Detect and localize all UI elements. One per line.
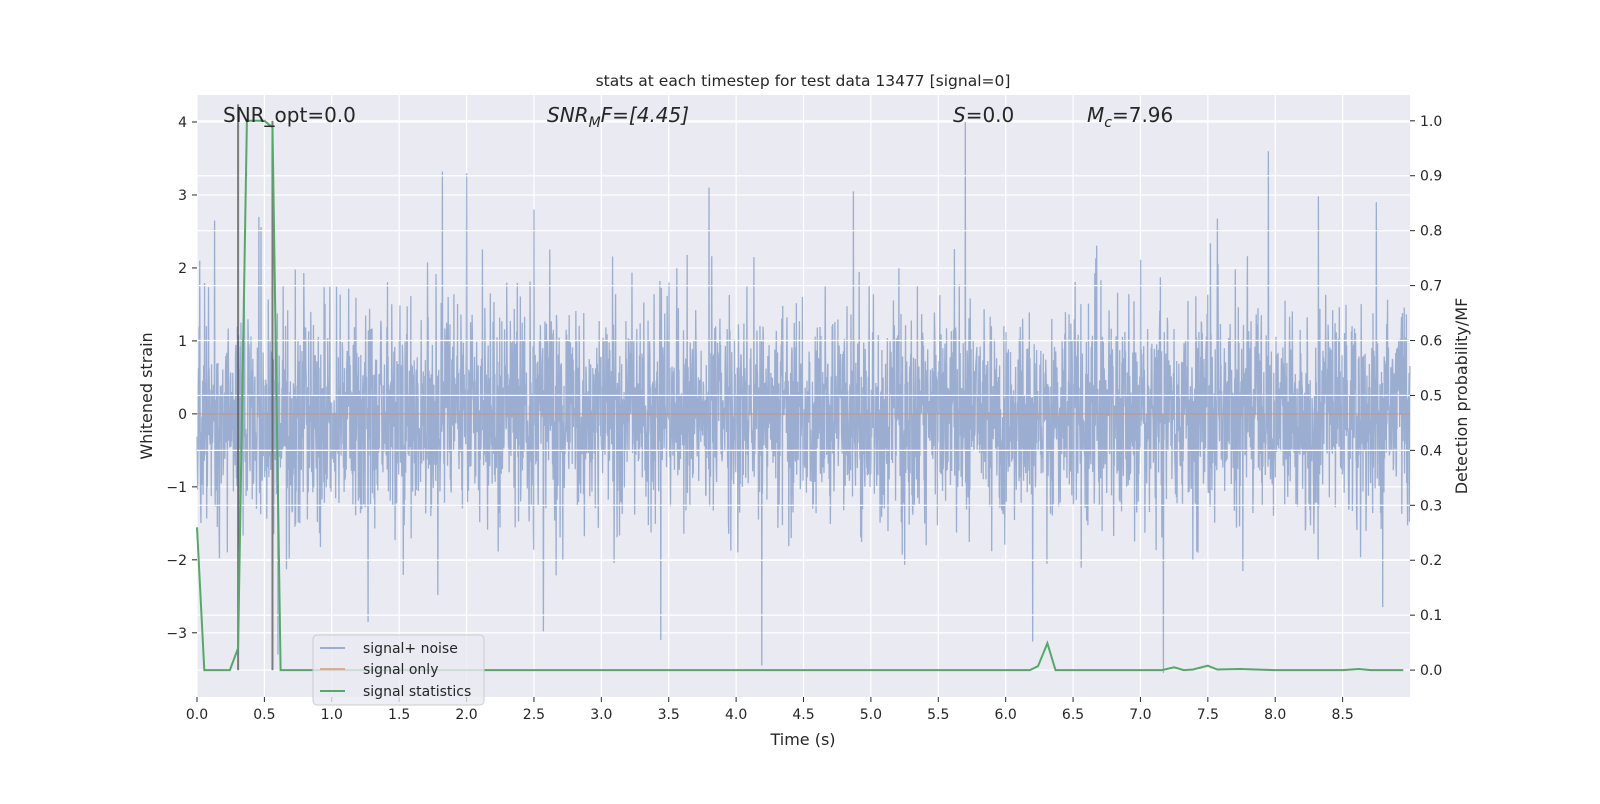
x-tick-label: 6.5 xyxy=(1062,707,1084,723)
annotation-snr-mf: SNRMF=[4.45] xyxy=(547,103,689,131)
annotation-mc: Mc=7.96 xyxy=(1087,103,1173,131)
legend: signal+ noise signal only signal statist… xyxy=(313,635,484,705)
x-tick-label: 1.5 xyxy=(388,707,410,723)
annotation-mc-main: M xyxy=(1087,103,1104,127)
x-tick-label: 7.0 xyxy=(1129,707,1151,723)
x-tick-label: 6.0 xyxy=(995,707,1017,723)
y-tick-label: 3 xyxy=(178,188,187,204)
chart-title: stats at each timestep for test data 134… xyxy=(596,72,1011,90)
annotation-snr-mf-sub: M xyxy=(589,115,601,131)
y-tick-label: −2 xyxy=(166,553,187,569)
legend-label-signal-only: signal only xyxy=(363,662,438,678)
x-tick-label: 2.5 xyxy=(523,707,545,723)
y-right-tick-label: 0.1 xyxy=(1420,608,1442,624)
x-tick-label: 8.5 xyxy=(1331,707,1353,723)
x-tick-label: 8.0 xyxy=(1264,707,1286,723)
x-axis-label: Time (s) xyxy=(769,730,835,749)
x-tick-label: 3.0 xyxy=(590,707,612,723)
y-right-tick-label: 0.5 xyxy=(1420,388,1442,404)
x-tick-label: 3.5 xyxy=(658,707,680,723)
annotation-snr-mf-main: SNR xyxy=(547,103,589,127)
y-right-tick-label: 0.2 xyxy=(1420,553,1442,569)
x-tick-label: 5.5 xyxy=(927,707,949,723)
annotation-snr-opt: SNR_opt=0.0 xyxy=(223,103,356,127)
x-tick-label: 1.0 xyxy=(321,707,343,723)
y-tick-label: −3 xyxy=(166,626,187,642)
x-tick-label: 5.0 xyxy=(860,707,882,723)
x-tick-label: 7.5 xyxy=(1197,707,1219,723)
y-right-tick-label: 0.4 xyxy=(1420,443,1442,459)
annotation-mc-rest: =7.96 xyxy=(1112,103,1173,127)
y-tick-label: 1 xyxy=(178,334,187,350)
x-tick-label: 2.0 xyxy=(455,707,477,723)
annotation-snr-mf-rest: F=[4.45] xyxy=(601,103,689,127)
x-tick-label: 4.0 xyxy=(725,707,747,723)
annotation-s: S=0.0 xyxy=(953,103,1014,127)
x-tick-label: 4.5 xyxy=(792,707,814,723)
y-axis-label-right: Detection probability/MF xyxy=(1452,298,1471,495)
y-tick-label: −1 xyxy=(166,480,187,496)
y-right-tick-label: 0.3 xyxy=(1420,498,1442,514)
y-right-tick-label: 0.6 xyxy=(1420,334,1442,350)
annotation-s-rest: =0.0 xyxy=(966,103,1015,127)
x-tick-label: 0.0 xyxy=(186,707,208,723)
y-tick-label: 4 xyxy=(178,115,187,131)
annotation-s-main: S xyxy=(953,103,966,127)
y-axis-label: Whitened strain xyxy=(137,332,156,459)
y-tick-label: 2 xyxy=(178,261,187,277)
y-right-tick-label: 0.0 xyxy=(1420,663,1442,679)
legend-label-signal-statistics: signal statistics xyxy=(363,684,471,700)
y-right-tick-label: 0.9 xyxy=(1420,169,1442,185)
x-tick-label: 0.5 xyxy=(253,707,275,723)
y-tick-label: 0 xyxy=(178,407,187,423)
y-right-tick-label: 1.0 xyxy=(1420,114,1442,130)
legend-label-signal-noise: signal+ noise xyxy=(363,641,458,657)
y-right-tick-label: 0.8 xyxy=(1420,224,1442,240)
y-right-tick-label: 0.7 xyxy=(1420,279,1442,295)
